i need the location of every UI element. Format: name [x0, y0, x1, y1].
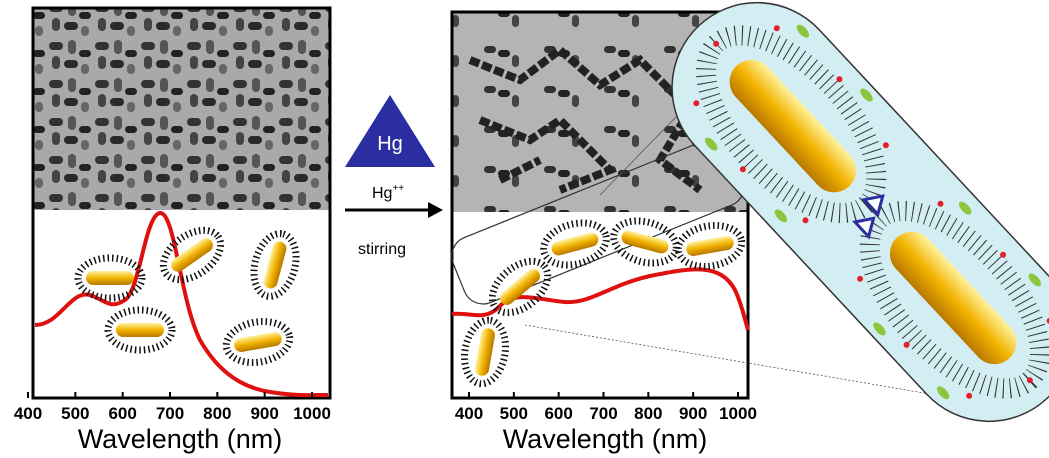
- arrow-head: [428, 202, 443, 218]
- tem-image: [33, 8, 330, 210]
- hg-triangle: [345, 95, 435, 167]
- left-panel: 400 500 600 700 800 900 1000 Wavelength (nm): [14, 8, 331, 454]
- nanorod: [154, 220, 229, 289]
- x-axis-label: Wavelength (nm): [503, 424, 708, 454]
- nanorod: [609, 214, 681, 269]
- nanorod: [223, 317, 293, 368]
- hg-symbol: Hg: [377, 133, 403, 155]
- nanorod: [460, 317, 511, 387]
- x-tick-label: 700: [589, 404, 617, 423]
- x-tick-label: 800: [203, 404, 231, 423]
- charge: ++: [392, 183, 404, 194]
- x-tick-label: 1000: [719, 404, 757, 423]
- x-tick-label: 900: [679, 404, 707, 423]
- nanorod: [675, 221, 745, 272]
- nanorod: [247, 229, 302, 301]
- x-tick-label: 600: [544, 404, 572, 423]
- x-tick-label: 500: [500, 404, 528, 423]
- x-tick-label: 400: [14, 404, 42, 423]
- figure: 400 500 600 700 800 900 1000 Wavelength (nm) H…: [0, 0, 1049, 458]
- reagent: Hg Hg++ stirring: [345, 95, 443, 258]
- x-tick-label: 1000: [293, 404, 331, 423]
- action-label: stirring: [358, 241, 406, 258]
- x-tick-label: 900: [250, 404, 278, 423]
- ion-label: Hg++: [372, 183, 404, 202]
- x-tick-label: 600: [108, 404, 136, 423]
- x-tick-label: 500: [61, 404, 89, 423]
- zoom-capsule: [637, 0, 1049, 456]
- x-tick-label: 400: [455, 404, 483, 423]
- ion: Hg: [372, 185, 392, 202]
- spectrum-curve: [35, 213, 328, 395]
- x-tick-label: 800: [634, 404, 662, 423]
- x-axis-label: Wavelength (nm): [78, 424, 283, 454]
- x-tick-label: 700: [156, 404, 184, 423]
- nanorod: [539, 216, 611, 271]
- nanorod: [108, 310, 172, 350]
